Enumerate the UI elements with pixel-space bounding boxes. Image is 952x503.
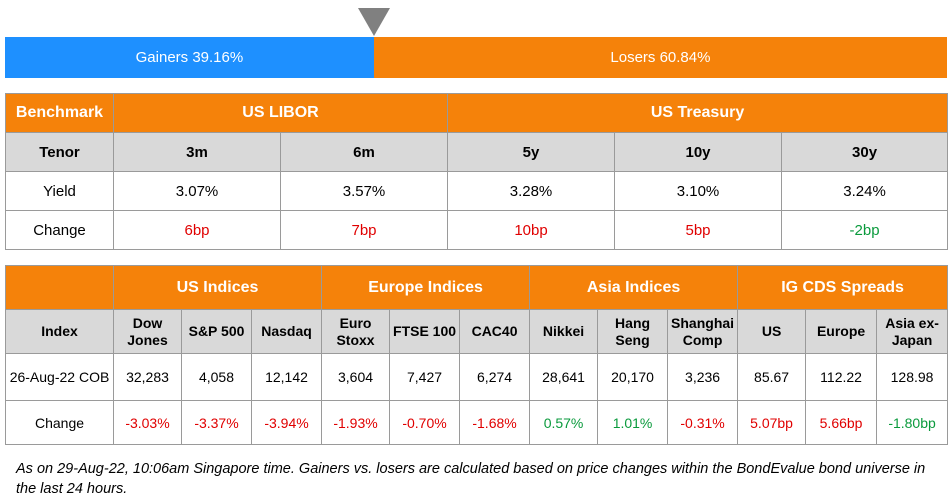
index-name-cell: Euro Stoxx	[321, 309, 391, 354]
yield-cell: 3.57%	[279, 171, 449, 211]
index-change-cell: 5.07bp	[737, 400, 807, 445]
index-value-cell: 112.22	[805, 353, 878, 401]
tenor-label: Tenor	[5, 132, 114, 172]
index-value-cell: 4,058	[181, 353, 252, 401]
us-indices-header: US Indices	[112, 265, 323, 310]
index-label: Index	[5, 309, 114, 354]
rates-table: Benchmark US LIBOR US Treasury Tenor 3m …	[5, 93, 949, 250]
index-value-cell: 85.67	[737, 353, 807, 401]
us-treasury-header: US Treasury	[447, 93, 949, 133]
index-change-cell: -0.31%	[667, 400, 739, 445]
index-name-cell: CAC40	[459, 309, 531, 354]
index-change-cell: -3.03%	[113, 400, 182, 445]
index-change-cell: -3.37%	[181, 400, 252, 445]
index-value-cell: 3,604	[321, 353, 391, 401]
change-label: Change	[5, 400, 114, 445]
index-name-cell: S&P 500	[181, 309, 252, 354]
index-name-cell: Nikkei	[529, 309, 599, 354]
yield-cell: 3.10%	[614, 171, 783, 211]
index-change-cell: -1.80bp	[876, 400, 949, 445]
index-change-cell: -1.93%	[321, 400, 391, 445]
index-name-cell: US	[737, 309, 807, 354]
index-value-cell: 12,142	[250, 353, 323, 401]
index-name-cell: Dow Jones	[113, 309, 182, 354]
gainers-losers-pointer-icon	[357, 8, 390, 36]
change-cell: 10bp	[447, 210, 616, 250]
gainers-segment: Gainers 39.16%	[5, 37, 374, 78]
index-value-cell: 32,283	[113, 353, 182, 401]
index-change-cell: -0.70%	[389, 400, 461, 445]
tenor-cell: 10y	[614, 132, 783, 172]
yield-cell: 3.24%	[781, 171, 949, 211]
index-value-cell: 3,236	[667, 353, 739, 401]
yield-label: Yield	[5, 171, 114, 211]
index-change-cell: 5.66bp	[805, 400, 878, 445]
change-label: Change	[5, 210, 114, 250]
tenor-cell: 3m	[113, 132, 281, 172]
change-cell: 7bp	[279, 210, 449, 250]
index-change-cell: -3.94%	[250, 400, 323, 445]
indices-table: US Indices Europe Indices Asia Indices I…	[5, 265, 949, 445]
index-value-cell: 20,170	[597, 353, 669, 401]
index-value-cell: 128.98	[876, 353, 949, 401]
index-name-cell: Asia ex- Japan	[876, 309, 949, 354]
index-name-cell: Nasdaq	[250, 309, 323, 354]
corner-cell	[5, 265, 114, 310]
change-cell: 6bp	[113, 210, 281, 250]
change-cell: -2bp	[781, 210, 949, 250]
us-libor-header: US LIBOR	[112, 93, 449, 133]
index-change-cell: 0.57%	[529, 400, 599, 445]
index-value-cell: 28,641	[529, 353, 599, 401]
footnote: As on 29-Aug-22, 10:06am Singapore time.…	[16, 461, 926, 497]
index-value-cell: 7,427	[389, 353, 461, 401]
tenor-cell: 30y	[781, 132, 949, 172]
date-label: 26-Aug-22 COB	[5, 353, 114, 401]
tenor-cell: 6m	[279, 132, 449, 172]
index-change-cell: 1.01%	[597, 400, 669, 445]
index-name-cell: Shanghai Comp	[667, 309, 739, 354]
index-name-cell: Hang Seng	[597, 309, 669, 354]
ig-cds-header: IG CDS Spreads	[737, 265, 949, 310]
index-change-cell: -1.68%	[459, 400, 531, 445]
yield-cell: 3.07%	[113, 171, 281, 211]
change-cell: 5bp	[614, 210, 783, 250]
yield-cell: 3.28%	[447, 171, 616, 211]
index-name-cell: Europe	[805, 309, 878, 354]
gainers-losers-bar: Gainers 39.16% Losers 60.84%	[5, 37, 947, 78]
benchmark-header: Benchmark	[5, 93, 114, 133]
index-name-cell: FTSE 100	[389, 309, 461, 354]
index-value-cell: 6,274	[459, 353, 531, 401]
asia-indices-header: Asia Indices	[529, 265, 739, 310]
tenor-cell: 5y	[447, 132, 616, 172]
europe-indices-header: Europe Indices	[321, 265, 531, 310]
losers-segment: Losers 60.84%	[373, 37, 947, 78]
